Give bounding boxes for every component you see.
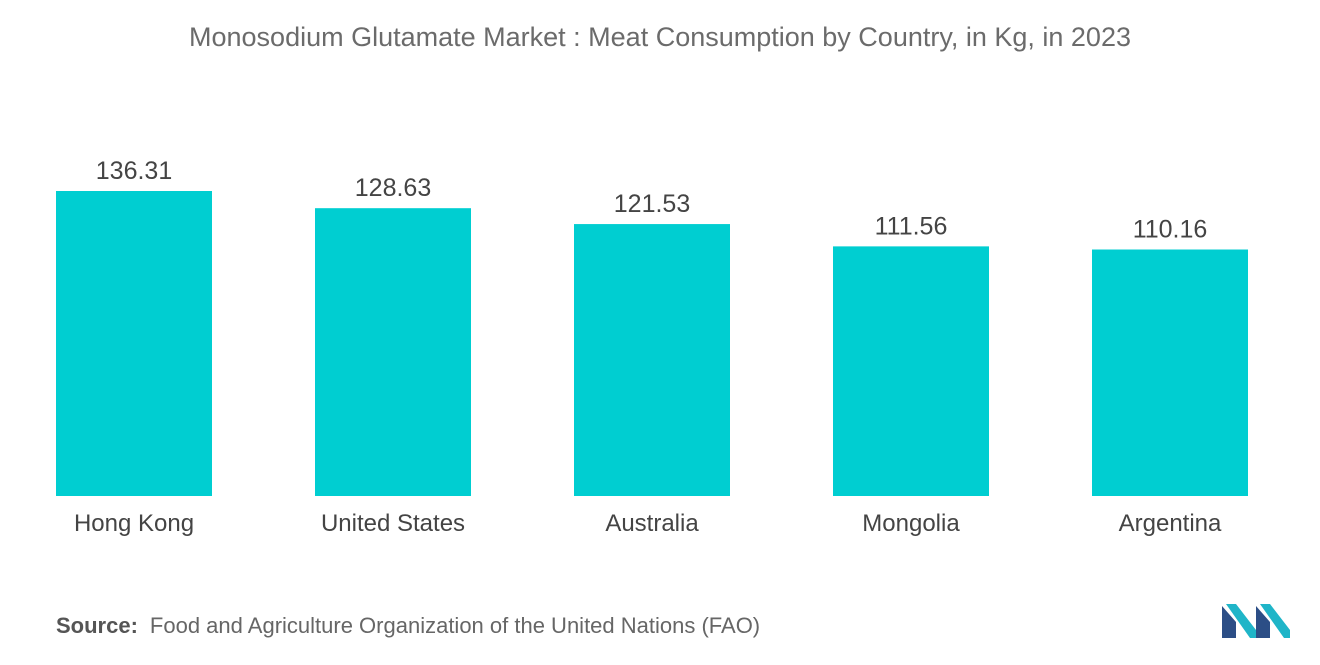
category-label-mongolia: Mongolia [862,510,960,537]
chart-title: Monosodium Glutamate Market : Meat Consu… [189,22,1131,52]
mordor-intelligence-logo-icon [1222,604,1290,638]
value-label-australia: 121.53 [614,190,690,218]
value-label-argentina: 110.16 [1133,216,1208,244]
category-label-hong-kong: Hong Kong [74,510,194,537]
category-label-australia: Australia [605,510,699,537]
value-label-united-states: 128.63 [355,174,431,202]
value-label-hong-kong: 136.31 [96,157,172,185]
bar-hong-kong [56,191,212,496]
source-note: Source: Food and Agriculture Organization… [56,613,760,639]
bar-chart: 136.31 128.63 121.53 111.56 110.16 Hong Kong… [56,157,1248,537]
bars-group [56,191,1248,497]
bar-mongolia [833,246,989,496]
bar-argentina [1092,249,1248,496]
value-labels-group: 136.31 128.63 121.53 111.56 110.16 [96,157,1208,244]
bar-australia [574,224,730,497]
bar-united-states [315,208,471,496]
source-label: Source: [56,613,138,638]
value-label-mongolia: 111.56 [875,212,948,240]
category-label-argentina: Argentina [1119,510,1222,537]
category-labels-group: Hong Kong United States Australia Mongolia A… [74,510,1222,537]
category-label-united-states: United States [321,510,465,537]
source-text: Food and Agriculture Organization of the… [149,613,761,638]
